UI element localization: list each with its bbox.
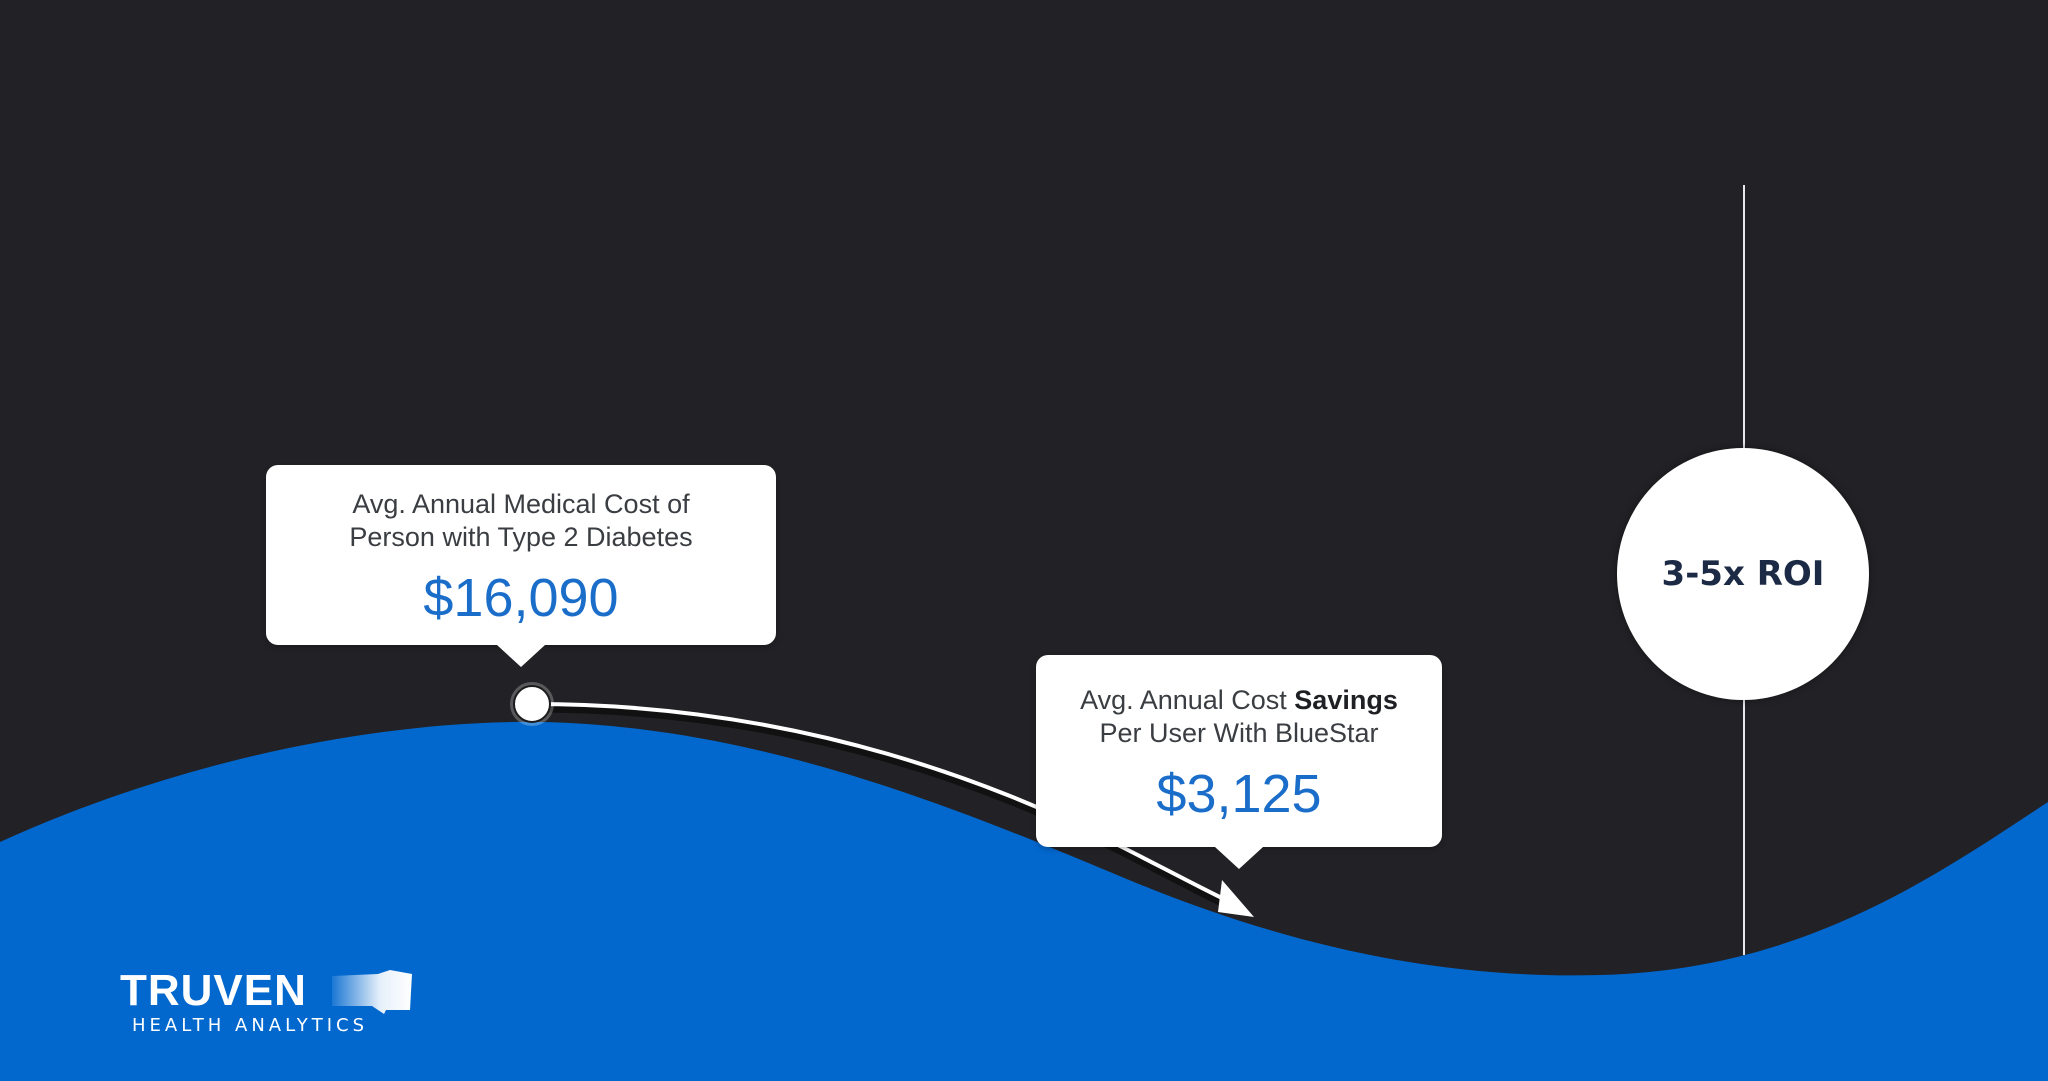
savings-label-bold: Savings (1294, 685, 1398, 715)
logo-tagline: HEALTH ANALYTICS (132, 1015, 369, 1036)
arrow-down-right-icon (1218, 880, 1254, 917)
savings-label-prefix: Avg. Annual Cost (1080, 685, 1295, 715)
roi-label: 3-5x ROI (1661, 554, 1825, 594)
savings-label-line1: Avg. Annual Cost Savings (1036, 684, 1442, 717)
truven-logo: TRUVEN HEALTH ANALYTICS (120, 966, 412, 1038)
savings-label-line2: Per User With BlueStar (1099, 718, 1379, 748)
logo-wordmark: TRUVEN (120, 966, 307, 1015)
blue-wave (0, 721, 2048, 1081)
cost-savings-callout: Avg. Annual Cost Savings Per User With B… (1036, 655, 1442, 869)
roi-badge: 3-5x ROI (1617, 448, 1869, 700)
trend-line-shadow (532, 703, 1230, 910)
logo-mark-icon (332, 970, 412, 1014)
cost-label-line2: Person with Type 2 Diabetes (349, 522, 693, 552)
circle-marker-icon (510, 682, 554, 726)
cost-label-line1: Avg. Annual Medical Cost of (352, 489, 690, 519)
cost-amount: $16,090 (423, 568, 619, 628)
trend-line (532, 702, 1229, 903)
savings-amount: $3,125 (1156, 764, 1322, 824)
medical-cost-callout: Avg. Annual Medical Cost of Person with … (266, 465, 776, 667)
